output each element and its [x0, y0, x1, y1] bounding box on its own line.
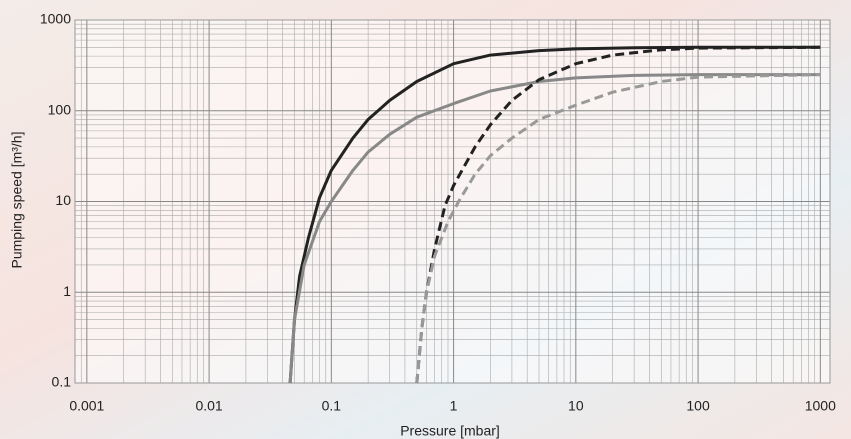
x-tick-label: 10 [568, 398, 584, 414]
x-tick-label: 0.001 [69, 398, 104, 414]
series-line [288, 45, 821, 384]
x-tick-label: 0.01 [195, 398, 222, 414]
y-axis-label: Pumping speed [m³/h] [9, 132, 25, 269]
x-axis-label: Pressure [mbar] [400, 423, 500, 439]
x-tick-label: 100 [686, 398, 710, 414]
y-tick-label: 10 [55, 192, 71, 208]
y-tick-label: 1 [63, 283, 71, 299]
y-tick-label: 1000 [40, 11, 71, 27]
y-tick-label: 100 [48, 101, 72, 117]
x-tick-label: 0.1 [322, 398, 342, 414]
plot-frame [74, 19, 831, 384]
y-tick-label: 0.1 [52, 374, 72, 390]
series-line [415, 73, 821, 384]
x-tick-label: 1000 [805, 398, 836, 414]
x-tick-label: 1 [450, 398, 458, 414]
series-line [288, 73, 821, 384]
